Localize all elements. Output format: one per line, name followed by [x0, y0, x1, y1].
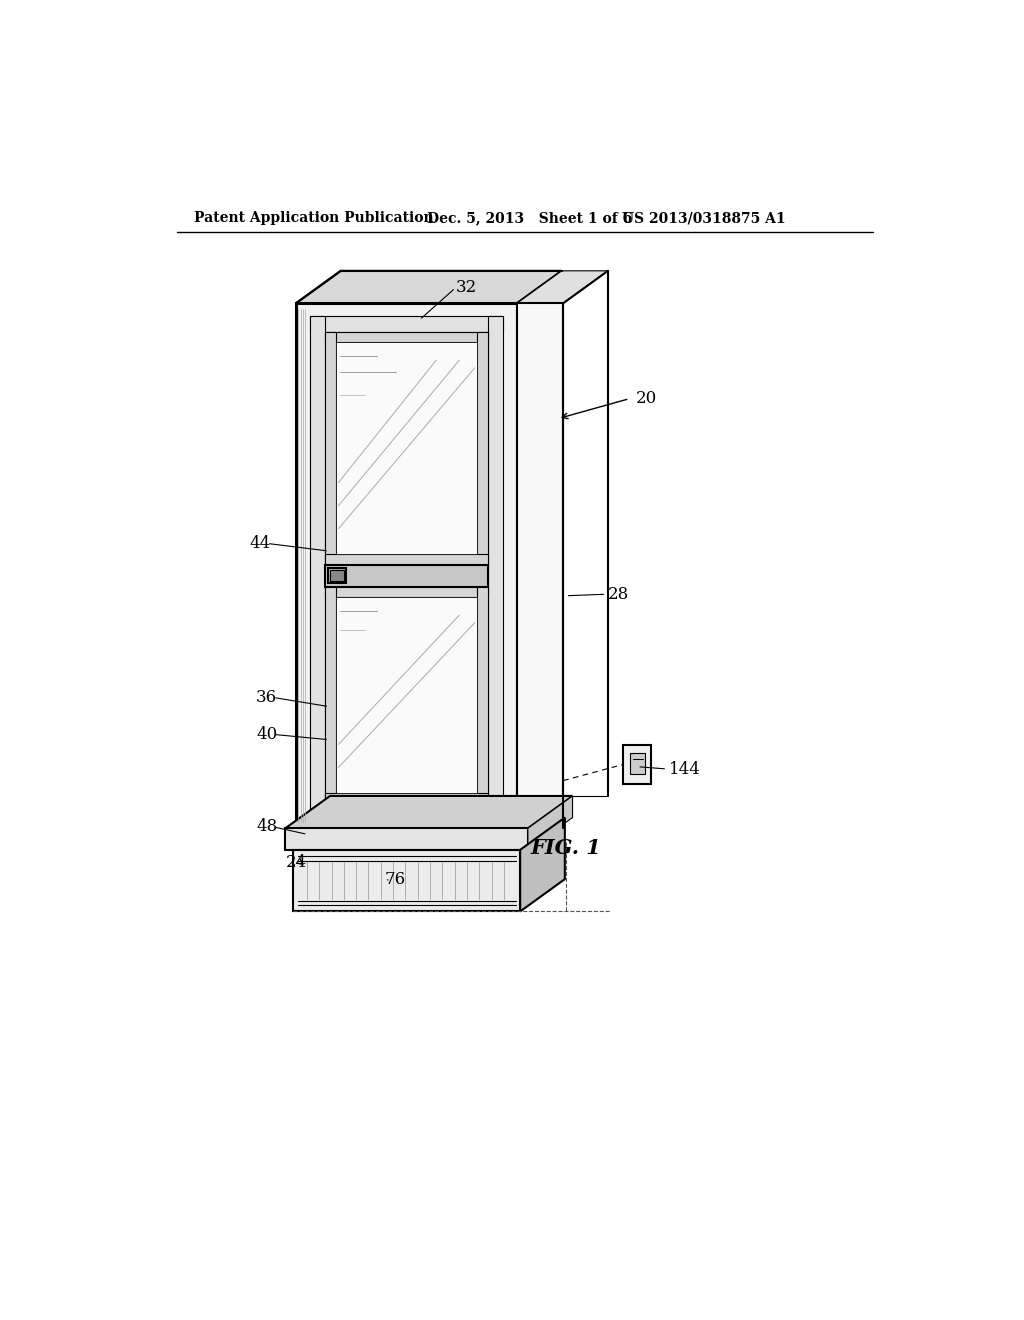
Bar: [517, 304, 563, 829]
Text: 44: 44: [250, 535, 271, 552]
Text: 32: 32: [456, 280, 477, 296]
Bar: [487, 317, 503, 818]
Polygon shape: [286, 796, 572, 829]
Bar: [310, 317, 326, 818]
Text: 144: 144: [669, 760, 700, 777]
Text: 28: 28: [608, 586, 629, 603]
Bar: [326, 565, 487, 586]
Bar: [293, 850, 520, 911]
Polygon shape: [520, 817, 565, 911]
Bar: [630, 752, 645, 775]
Text: 20: 20: [636, 391, 657, 407]
Bar: [326, 331, 336, 565]
Text: 36: 36: [256, 689, 278, 706]
Text: 76: 76: [385, 871, 406, 887]
Bar: [310, 317, 503, 331]
Bar: [326, 554, 487, 565]
Bar: [336, 342, 477, 554]
Text: Patent Application Publication: Patent Application Publication: [194, 211, 433, 226]
Text: 24: 24: [286, 854, 307, 871]
Bar: [326, 331, 487, 342]
Text: Dec. 5, 2013   Sheet 1 of 6: Dec. 5, 2013 Sheet 1 of 6: [427, 211, 632, 226]
Text: FIG. 1: FIG. 1: [531, 837, 602, 858]
Bar: [477, 586, 487, 804]
Bar: [326, 586, 336, 804]
Bar: [296, 304, 517, 829]
Bar: [326, 586, 487, 597]
Bar: [336, 597, 477, 793]
Bar: [286, 829, 528, 850]
Bar: [624, 744, 651, 784]
Text: US 2013/0318875 A1: US 2013/0318875 A1: [622, 211, 785, 226]
Bar: [310, 804, 503, 818]
Polygon shape: [517, 271, 562, 829]
Bar: [330, 570, 344, 581]
Text: 40: 40: [256, 726, 278, 743]
Bar: [328, 568, 346, 583]
Text: 48: 48: [256, 818, 278, 836]
Polygon shape: [528, 796, 572, 850]
Bar: [477, 331, 487, 565]
Polygon shape: [517, 271, 608, 304]
Polygon shape: [296, 271, 562, 304]
Bar: [326, 793, 487, 804]
